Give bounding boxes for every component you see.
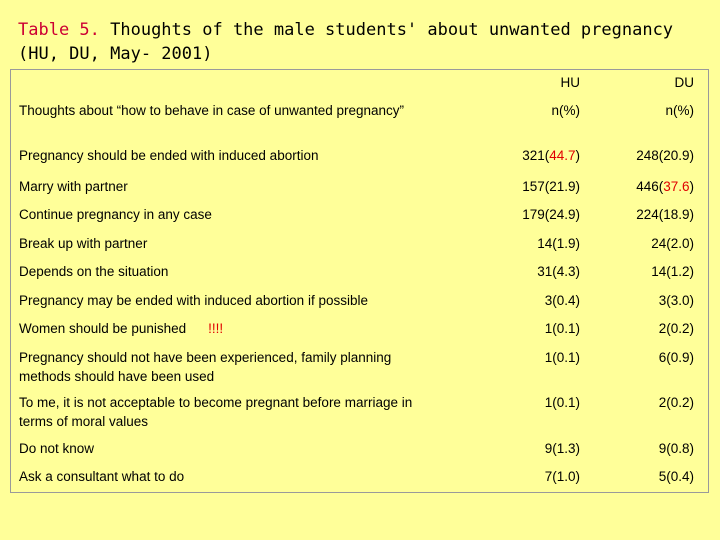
row-du-value: 24(2.0)	[651, 236, 694, 251]
row-label: Pregnancy may be ended with induced abor…	[19, 293, 368, 308]
row-du-value: 9(0.8)	[658, 441, 694, 456]
row-label: Pregnancy should be ended with induced a…	[19, 148, 319, 163]
page-title: Table 5. Thoughts of the male students' …	[18, 18, 708, 66]
row-label: Depends on the situation	[19, 264, 169, 279]
row-du-value: 224(18.9)	[636, 207, 694, 222]
row-label: Ask a consultant what to do	[19, 469, 185, 484]
row-label: Marry with partner	[19, 179, 128, 194]
row-label: Do not know	[19, 441, 95, 456]
row-hu-value: 321(44.7)	[522, 148, 580, 163]
row-du-value: 446(37.6)	[636, 179, 694, 194]
row-hu-value: 9(1.3)	[544, 441, 580, 456]
row-du-value: 6(0.9)	[658, 350, 694, 365]
row-label: To me, it is not acceptable to become pr…	[19, 395, 413, 429]
col-sub-du: n(%)	[665, 103, 694, 118]
row-du-value: 2(0.2)	[658, 321, 694, 336]
row-hu-value: 1(0.1)	[544, 350, 580, 365]
highlight-value: 37.6	[663, 179, 690, 194]
row-label: Break up with partner	[19, 236, 148, 251]
row-label: Women should be punished!!!!	[19, 321, 224, 336]
row-hu-value: 7(1.0)	[544, 469, 580, 484]
title-text: Thoughts of the male students' about unw…	[99, 20, 674, 40]
highlight-value: 44.7	[549, 148, 576, 163]
col-sub-hu: n(%)	[551, 103, 580, 118]
row-du-value: 3(3.0)	[658, 293, 694, 308]
row-hu-value: 157(21.9)	[522, 179, 580, 194]
title-line2: (HU, DU, May- 2001)	[18, 44, 213, 64]
row-hu-value: 1(0.1)	[544, 395, 580, 410]
row-hu-value: 179(24.9)	[522, 207, 580, 222]
row-hu-value: 14(1.9)	[537, 236, 580, 251]
row-label: Pregnancy should not have been experienc…	[19, 350, 392, 384]
data-table: HU DU Thoughts about “how to behave in c…	[10, 69, 709, 493]
col-header-hu: HU	[560, 75, 581, 90]
row-hu-value: 3(0.4)	[544, 293, 580, 308]
row-du-value: 14(1.2)	[651, 264, 694, 279]
row-label: Continue pregnancy in any case	[19, 207, 212, 222]
table-number: Table 5.	[18, 20, 100, 40]
emphasis-marks: !!!!	[208, 321, 224, 336]
row-hu-value: 31(4.3)	[537, 264, 580, 279]
row-du-value: 2(0.2)	[658, 395, 694, 410]
col-header-du: DU	[674, 75, 695, 90]
row-du-value: 5(0.4)	[658, 469, 694, 484]
header-label: Thoughts about “how to behave in case of…	[19, 103, 405, 118]
row-hu-value: 1(0.1)	[544, 321, 580, 336]
row-du-value: 248(20.9)	[636, 148, 694, 163]
